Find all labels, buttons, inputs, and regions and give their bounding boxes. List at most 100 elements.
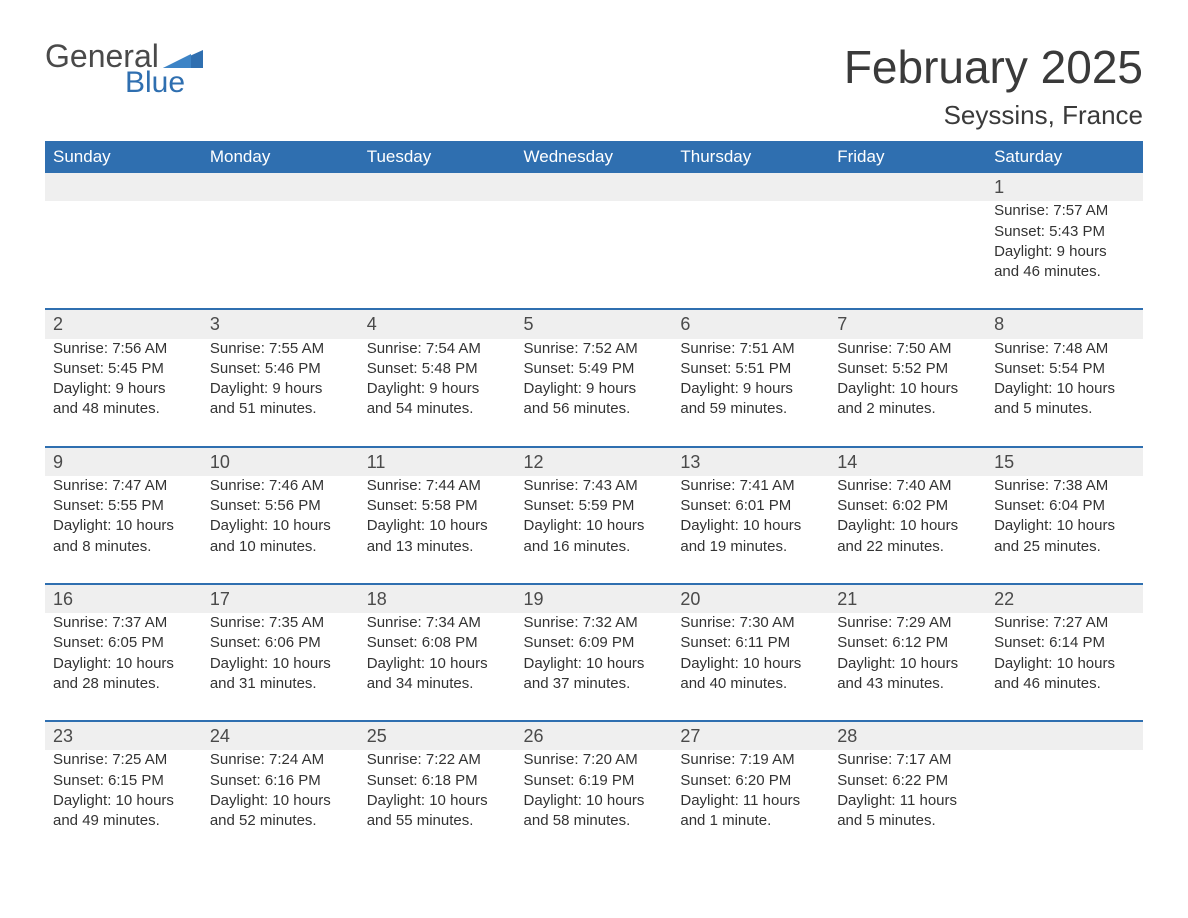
- day-details-row: Sunrise: 7:37 AMSunset: 6:05 PMDaylight:…: [45, 613, 1143, 721]
- sunrise-text: Sunrise: 7:38 AM: [994, 476, 1135, 496]
- sunset-text: Sunset: 6:06 PM: [210, 633, 351, 653]
- weekday-header: Saturday: [986, 141, 1143, 173]
- sunset-text: Sunset: 6:14 PM: [994, 633, 1135, 653]
- sunrise-text: Sunrise: 7:25 AM: [53, 750, 194, 770]
- sunrise-text: Sunrise: 7:34 AM: [367, 613, 508, 633]
- sunset-text: Sunset: 5:54 PM: [994, 359, 1135, 379]
- day-number: 11: [359, 447, 516, 476]
- dl1-text: Daylight: 10 hours: [680, 516, 821, 536]
- sunset-text: Sunset: 6:16 PM: [210, 771, 351, 791]
- day-number: 7: [829, 309, 986, 338]
- day-number: 21: [829, 584, 986, 613]
- dl1-text: Daylight: 10 hours: [524, 791, 665, 811]
- dl2-text: and 58 minutes.: [524, 811, 665, 831]
- sunset-text: Sunset: 5:43 PM: [994, 222, 1135, 242]
- day-cell: Sunrise: 7:30 AMSunset: 6:11 PMDaylight:…: [672, 613, 829, 721]
- sunset-text: Sunset: 6:20 PM: [680, 771, 821, 791]
- day-cell: Sunrise: 7:32 AMSunset: 6:09 PMDaylight:…: [516, 613, 673, 721]
- dl1-text: Daylight: 9 hours: [994, 242, 1135, 262]
- dl1-text: Daylight: 10 hours: [994, 379, 1135, 399]
- dl1-text: Daylight: 10 hours: [367, 516, 508, 536]
- day-number: 14: [829, 447, 986, 476]
- day-number: [359, 173, 516, 201]
- sunrise-text: Sunrise: 7:46 AM: [210, 476, 351, 496]
- day-cell: [986, 750, 1143, 857]
- daynum-row: 232425262728: [45, 721, 1143, 750]
- daynum-row: 16171819202122: [45, 584, 1143, 613]
- dl2-text: and 5 minutes.: [994, 399, 1135, 419]
- sunrise-text: Sunrise: 7:48 AM: [994, 339, 1135, 359]
- dl2-text: and 52 minutes.: [210, 811, 351, 831]
- sunrise-text: Sunrise: 7:44 AM: [367, 476, 508, 496]
- sunrise-text: Sunrise: 7:40 AM: [837, 476, 978, 496]
- dl2-text: and 1 minute.: [680, 811, 821, 831]
- day-cell: Sunrise: 7:27 AMSunset: 6:14 PMDaylight:…: [986, 613, 1143, 721]
- sunset-text: Sunset: 6:18 PM: [367, 771, 508, 791]
- sunset-text: Sunset: 6:08 PM: [367, 633, 508, 653]
- day-cell: Sunrise: 7:46 AMSunset: 5:56 PMDaylight:…: [202, 476, 359, 584]
- sunset-text: Sunset: 6:15 PM: [53, 771, 194, 791]
- sunset-text: Sunset: 5:52 PM: [837, 359, 978, 379]
- dl1-text: Daylight: 10 hours: [524, 516, 665, 536]
- day-number: [45, 173, 202, 201]
- dl2-text: and 37 minutes.: [524, 674, 665, 694]
- dl1-text: Daylight: 10 hours: [680, 654, 821, 674]
- sunrise-text: Sunrise: 7:24 AM: [210, 750, 351, 770]
- day-number: [829, 173, 986, 201]
- day-details-row: Sunrise: 7:47 AMSunset: 5:55 PMDaylight:…: [45, 476, 1143, 584]
- sunset-text: Sunset: 5:45 PM: [53, 359, 194, 379]
- dl1-text: Daylight: 11 hours: [680, 791, 821, 811]
- weekday-header: Sunday: [45, 141, 202, 173]
- sunset-text: Sunset: 6:01 PM: [680, 496, 821, 516]
- dl2-text: and 46 minutes.: [994, 262, 1135, 282]
- day-cell: Sunrise: 7:19 AMSunset: 6:20 PMDaylight:…: [672, 750, 829, 857]
- day-number: 27: [672, 721, 829, 750]
- dl2-text: and 56 minutes.: [524, 399, 665, 419]
- sunrise-text: Sunrise: 7:17 AM: [837, 750, 978, 770]
- dl2-text: and 55 minutes.: [367, 811, 508, 831]
- month-title: February 2025: [844, 40, 1143, 94]
- dl2-text: and 25 minutes.: [994, 537, 1135, 557]
- weekday-header: Monday: [202, 141, 359, 173]
- day-number: 1: [986, 173, 1143, 201]
- dl2-text: and 51 minutes.: [210, 399, 351, 419]
- day-cell: Sunrise: 7:22 AMSunset: 6:18 PMDaylight:…: [359, 750, 516, 857]
- day-number: 8: [986, 309, 1143, 338]
- sunset-text: Sunset: 6:11 PM: [680, 633, 821, 653]
- dl2-text: and 5 minutes.: [837, 811, 978, 831]
- day-cell: Sunrise: 7:43 AMSunset: 5:59 PMDaylight:…: [516, 476, 673, 584]
- dl1-text: Daylight: 10 hours: [53, 516, 194, 536]
- sunset-text: Sunset: 5:58 PM: [367, 496, 508, 516]
- day-number: 15: [986, 447, 1143, 476]
- sunset-text: Sunset: 5:59 PM: [524, 496, 665, 516]
- dl1-text: Daylight: 10 hours: [994, 654, 1135, 674]
- sunrise-text: Sunrise: 7:35 AM: [210, 613, 351, 633]
- day-number: 23: [45, 721, 202, 750]
- day-cell: [516, 201, 673, 309]
- day-cell: [672, 201, 829, 309]
- day-cell: Sunrise: 7:56 AMSunset: 5:45 PMDaylight:…: [45, 339, 202, 447]
- dl2-text: and 40 minutes.: [680, 674, 821, 694]
- sunrise-text: Sunrise: 7:19 AM: [680, 750, 821, 770]
- sunset-text: Sunset: 5:49 PM: [524, 359, 665, 379]
- day-cell: Sunrise: 7:47 AMSunset: 5:55 PMDaylight:…: [45, 476, 202, 584]
- day-cell: Sunrise: 7:52 AMSunset: 5:49 PMDaylight:…: [516, 339, 673, 447]
- dl1-text: Daylight: 9 hours: [524, 379, 665, 399]
- dl2-text: and 16 minutes.: [524, 537, 665, 557]
- day-cell: [359, 201, 516, 309]
- sunrise-text: Sunrise: 7:56 AM: [53, 339, 194, 359]
- dl1-text: Daylight: 10 hours: [53, 791, 194, 811]
- day-number: 2: [45, 309, 202, 338]
- day-cell: Sunrise: 7:48 AMSunset: 5:54 PMDaylight:…: [986, 339, 1143, 447]
- logo: General Blue: [45, 40, 203, 98]
- sunrise-text: Sunrise: 7:37 AM: [53, 613, 194, 633]
- weekday-header: Wednesday: [516, 141, 673, 173]
- day-cell: Sunrise: 7:17 AMSunset: 6:22 PMDaylight:…: [829, 750, 986, 857]
- day-number: 25: [359, 721, 516, 750]
- dl1-text: Daylight: 10 hours: [994, 516, 1135, 536]
- sunset-text: Sunset: 5:55 PM: [53, 496, 194, 516]
- day-number: 22: [986, 584, 1143, 613]
- day-cell: [202, 201, 359, 309]
- sunset-text: Sunset: 5:46 PM: [210, 359, 351, 379]
- dl2-text: and 49 minutes.: [53, 811, 194, 831]
